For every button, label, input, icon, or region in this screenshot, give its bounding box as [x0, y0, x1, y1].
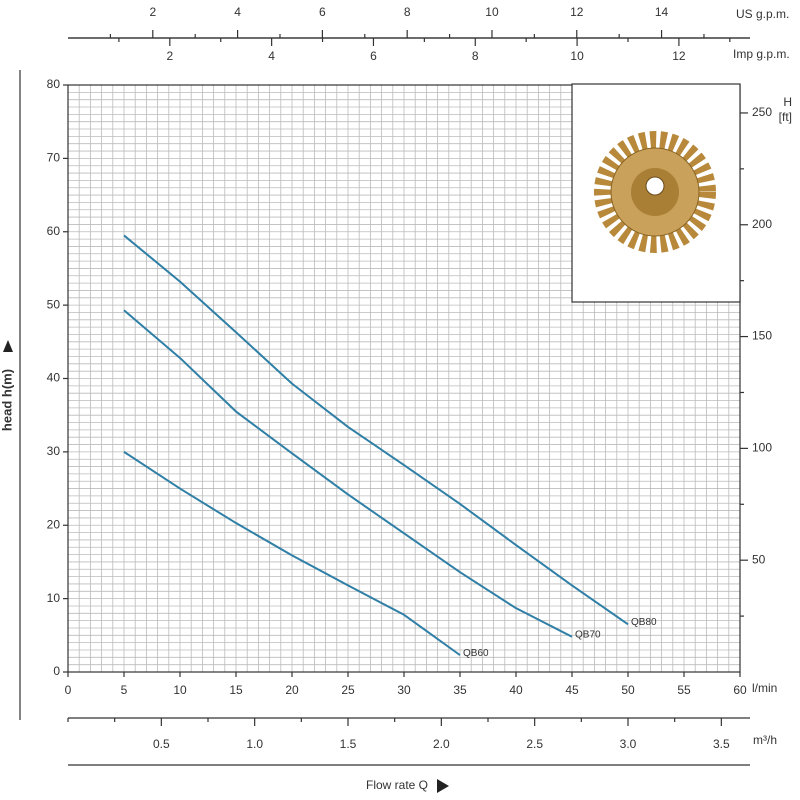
series-label: QB80 [631, 617, 657, 628]
tick-label: 10 [485, 5, 499, 19]
x-tick-label: 35 [453, 683, 467, 697]
tick-label: 4 [234, 5, 241, 19]
x-tick-label: 15 [229, 683, 243, 697]
x-tick-label: 55 [677, 683, 691, 697]
ft-tick-label: 200 [752, 217, 772, 231]
y-tick-label: 20 [47, 517, 61, 531]
inset [571, 83, 741, 303]
ft-tick-label: 150 [752, 329, 772, 343]
tick-label: 3.0 [620, 737, 637, 751]
series-line [123, 234, 629, 626]
ft-tick-label: 100 [752, 441, 772, 455]
tick-label: 1.0 [246, 737, 263, 751]
x-tick-label: 45 [565, 683, 579, 697]
ft-tick-label: 250 [752, 105, 772, 119]
tick-label: 8 [404, 5, 411, 19]
y-tick-label: 30 [47, 444, 61, 458]
y-tick-label: 50 [47, 297, 61, 311]
x-tick-label: 0 [65, 683, 72, 697]
axis-unit: m³/h [753, 733, 777, 747]
x-tick-label: 5 [121, 683, 128, 697]
tick-label: 6 [370, 49, 377, 63]
tick-label: 3.5 [713, 737, 730, 751]
tick-label: 8 [472, 49, 479, 63]
tick-label: 1.5 [340, 737, 357, 751]
tick-label: 4 [268, 49, 275, 63]
y-title: head h(m) [0, 369, 14, 431]
x-tick-label: 30 [397, 683, 411, 697]
y-arrow [3, 340, 13, 352]
x-tick-label: 40 [509, 683, 523, 697]
ft-tick-label: 50 [752, 552, 766, 566]
x-tick-label: 10 [173, 683, 187, 697]
series-label: QB60 [463, 648, 489, 659]
tick-label: 2.5 [526, 737, 543, 751]
tick-label: 10 [570, 49, 584, 63]
y-tick-label: 40 [47, 371, 61, 385]
y-tick-label: 80 [47, 77, 61, 91]
ft-unit: H [783, 95, 792, 109]
x-arrow [437, 779, 449, 793]
x-tick-label: 20 [285, 683, 299, 697]
tick-label: 2.0 [433, 737, 450, 751]
marks [123, 234, 629, 656]
tick-label: 12 [672, 49, 686, 63]
tick-label: 12 [570, 5, 584, 19]
axis-unit: Imp g.p.m. [733, 47, 790, 61]
tick-label: 6 [319, 5, 326, 19]
ft-unit: [ft] [779, 110, 792, 124]
series-label: QB70 [575, 629, 601, 640]
y-tick-label: 60 [47, 224, 61, 238]
x-tick-label: 25 [341, 683, 355, 697]
y-tick-label: 10 [47, 591, 61, 605]
y-tick-label: 70 [47, 151, 61, 165]
series-line [123, 309, 573, 638]
x-title: Flow rate Q [366, 778, 428, 792]
tick-label: 0.5 [153, 737, 170, 751]
series-line [123, 451, 461, 656]
impeller-teeth [594, 131, 716, 253]
tick-label: 14 [655, 5, 669, 19]
tick-label: 2 [166, 49, 173, 63]
axis-unit: US g.p.m. [736, 7, 789, 21]
tick-label: 2 [149, 5, 156, 19]
x-tick-label: 60 [733, 683, 747, 697]
y-tick-label: 0 [53, 664, 60, 678]
x-tick-label: 50 [621, 683, 635, 697]
impeller-bore [645, 176, 665, 196]
x-unit: l/min [752, 681, 777, 695]
